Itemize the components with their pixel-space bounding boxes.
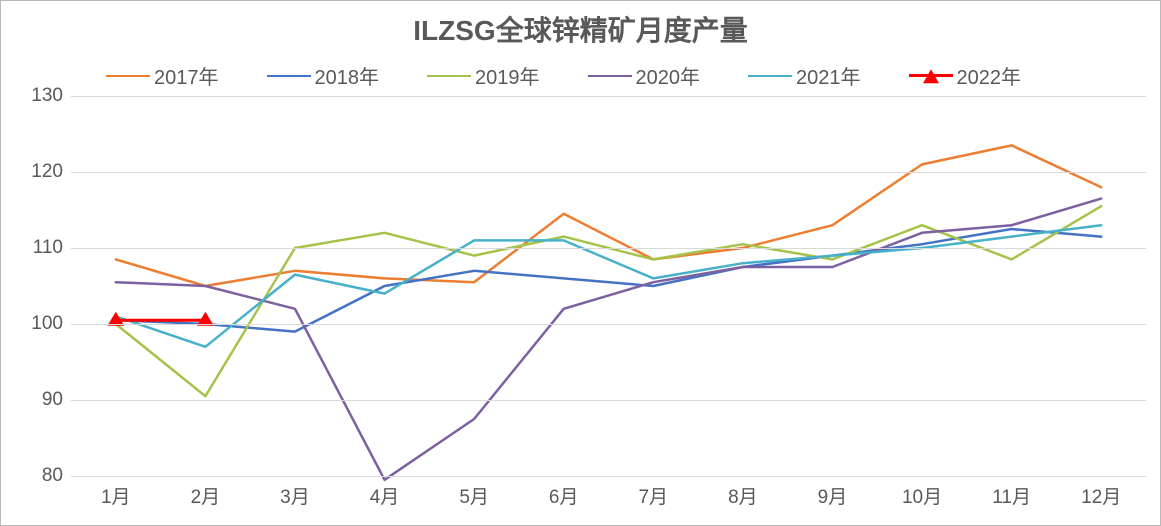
legend-item: 2019年 bbox=[427, 61, 540, 90]
grid-line bbox=[71, 324, 1146, 325]
series-svg bbox=[71, 96, 1146, 476]
legend-label: 2017年 bbox=[154, 61, 219, 90]
legend-swatch bbox=[748, 75, 792, 77]
grid-line bbox=[71, 96, 1146, 97]
x-tick-label: 7月 bbox=[638, 482, 668, 509]
legend-item: 2017年 bbox=[106, 61, 219, 90]
legend-label: 2020年 bbox=[636, 61, 701, 90]
x-tick-label: 2月 bbox=[191, 482, 221, 509]
legend-label: 2019年 bbox=[475, 61, 540, 90]
legend-swatch bbox=[427, 75, 471, 77]
x-tick-label: 6月 bbox=[549, 482, 579, 509]
triangle-icon bbox=[923, 69, 939, 83]
legend-swatch bbox=[909, 74, 953, 77]
grid-line bbox=[71, 476, 1146, 477]
plot-area bbox=[71, 96, 1146, 476]
y-tick-label: 80 bbox=[21, 465, 63, 487]
series-line bbox=[116, 199, 1101, 480]
x-tick-label: 11月 bbox=[992, 482, 1031, 509]
x-tick-label: 3月 bbox=[280, 482, 310, 509]
x-tick-label: 5月 bbox=[459, 482, 489, 509]
y-tick-label: 130 bbox=[21, 85, 63, 107]
chart-container: ILZSG全球锌精矿月度产量 2017年 2018年 2019年 2020年 2021年… bbox=[0, 0, 1161, 526]
x-tick-label: 12月 bbox=[1081, 482, 1121, 509]
legend: 2017年 2018年 2019年 2020年 2021年 2022年 bbox=[106, 61, 1130, 90]
chart-title: ILZSG全球锌精矿月度产量 bbox=[1, 9, 1160, 49]
x-tick-label: 10月 bbox=[902, 482, 942, 509]
legend-swatch bbox=[588, 75, 632, 77]
x-tick-label: 4月 bbox=[370, 482, 400, 509]
y-tick-label: 90 bbox=[21, 389, 63, 411]
legend-item: 2022年 bbox=[909, 61, 1022, 90]
series-line bbox=[116, 145, 1101, 286]
y-tick-label: 110 bbox=[21, 237, 63, 259]
legend-swatch bbox=[106, 75, 150, 77]
x-tick-label: 9月 bbox=[818, 482, 848, 509]
legend-item: 2020年 bbox=[588, 61, 701, 90]
grid-line bbox=[71, 172, 1146, 173]
x-tick-label: 8月 bbox=[728, 482, 758, 509]
legend-item: 2021年 bbox=[748, 61, 861, 90]
legend-label: 2021年 bbox=[796, 61, 861, 90]
legend-swatch bbox=[267, 75, 311, 77]
grid-line bbox=[71, 248, 1146, 249]
legend-label: 2018年 bbox=[315, 61, 380, 90]
y-tick-label: 120 bbox=[21, 161, 63, 183]
x-tick-label: 1月 bbox=[101, 482, 131, 509]
legend-item: 2018年 bbox=[267, 61, 380, 90]
y-tick-label: 100 bbox=[21, 313, 63, 335]
legend-label: 2022年 bbox=[957, 61, 1022, 90]
grid-line bbox=[71, 400, 1146, 401]
